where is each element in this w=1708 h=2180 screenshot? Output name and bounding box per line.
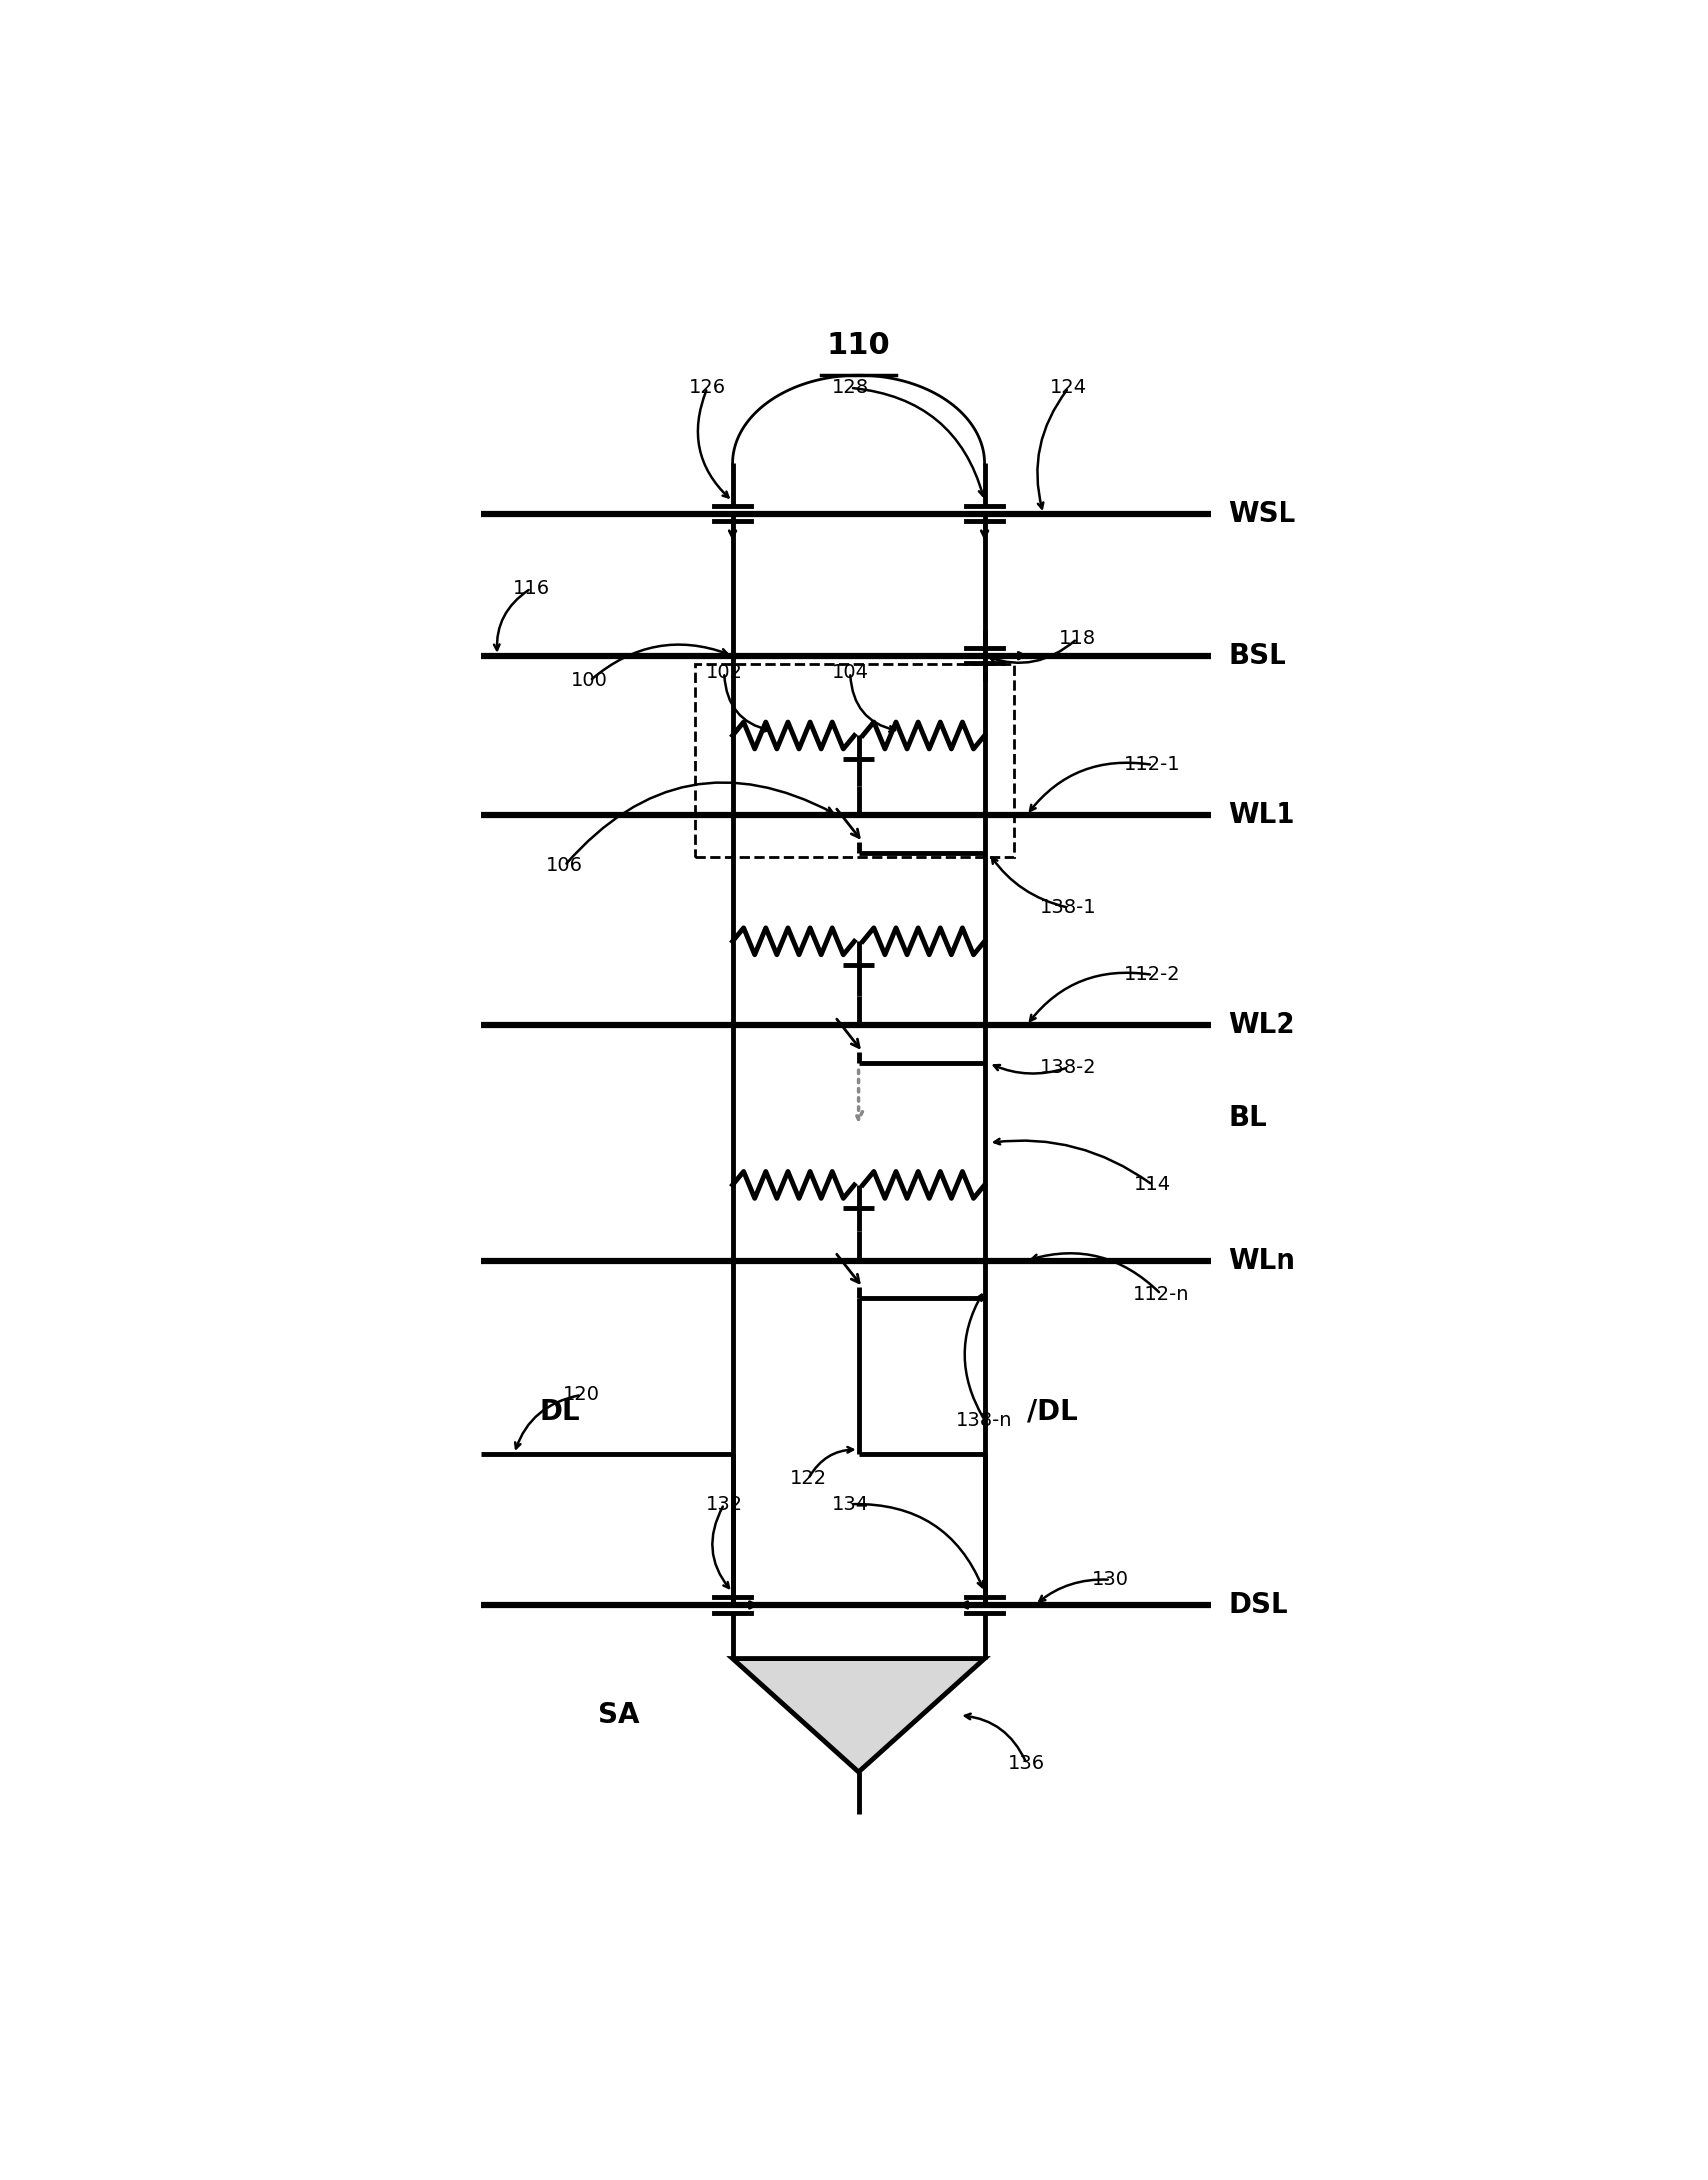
Text: 136: 136 xyxy=(1008,1755,1045,1775)
Text: WLn: WLn xyxy=(1228,1247,1296,1275)
Text: 112-n: 112-n xyxy=(1132,1284,1189,1304)
Text: 124: 124 xyxy=(1050,377,1086,397)
Polygon shape xyxy=(733,1659,984,1772)
Text: 128: 128 xyxy=(832,377,869,397)
Text: 138-1: 138-1 xyxy=(1040,898,1097,918)
Text: DSL: DSL xyxy=(1228,1591,1288,1618)
Text: 132: 132 xyxy=(705,1493,743,1513)
Bar xyxy=(695,665,1015,857)
Text: 138-2: 138-2 xyxy=(1040,1057,1097,1077)
Text: 104: 104 xyxy=(832,663,869,682)
Text: WSL: WSL xyxy=(1228,499,1296,528)
Text: 112-2: 112-2 xyxy=(1124,966,1180,985)
Text: 122: 122 xyxy=(789,1469,827,1489)
Text: 100: 100 xyxy=(572,671,608,691)
Text: 120: 120 xyxy=(564,1384,600,1404)
Text: 110: 110 xyxy=(827,331,890,360)
Text: 130: 130 xyxy=(1091,1570,1129,1589)
Text: 134: 134 xyxy=(832,1493,869,1513)
Text: SA: SA xyxy=(598,1703,640,1729)
Text: BL: BL xyxy=(1228,1103,1266,1131)
Text: WL2: WL2 xyxy=(1228,1012,1295,1040)
Text: 114: 114 xyxy=(1134,1175,1170,1195)
Text: WL1: WL1 xyxy=(1228,802,1295,831)
Text: 138-n: 138-n xyxy=(956,1410,1013,1430)
Text: /DL: /DL xyxy=(1027,1397,1078,1426)
Text: 112-1: 112-1 xyxy=(1124,756,1180,774)
Text: 106: 106 xyxy=(547,857,584,876)
Text: BSL: BSL xyxy=(1228,643,1286,669)
Text: 118: 118 xyxy=(1059,630,1095,650)
Text: 126: 126 xyxy=(688,377,726,397)
Text: 116: 116 xyxy=(512,580,550,600)
Text: DL: DL xyxy=(540,1397,581,1426)
Text: 102: 102 xyxy=(705,663,743,682)
